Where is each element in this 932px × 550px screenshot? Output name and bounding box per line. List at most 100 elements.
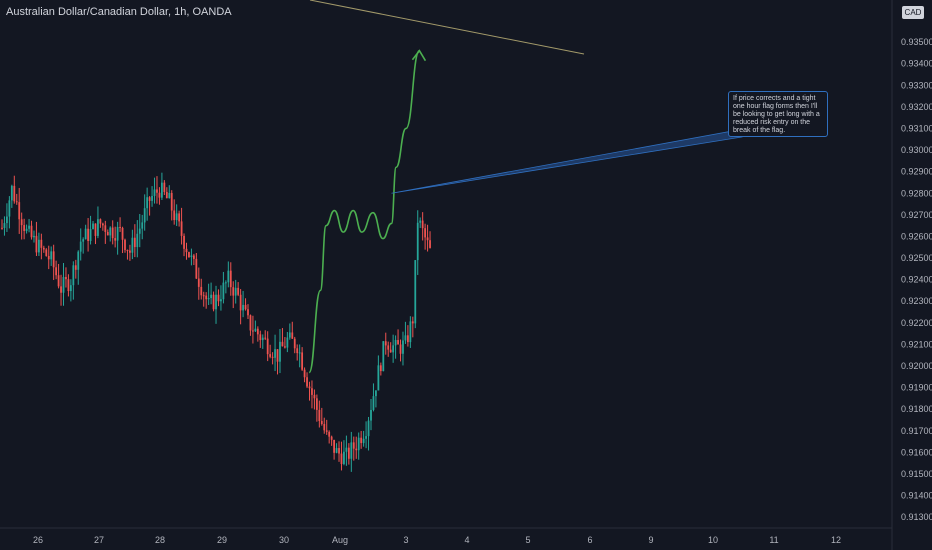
candle-body bbox=[409, 321, 412, 343]
candle-body bbox=[355, 448, 358, 451]
candle-body bbox=[382, 341, 385, 372]
candle-body bbox=[404, 335, 407, 341]
candle-body bbox=[124, 239, 126, 250]
candle-body bbox=[47, 255, 50, 260]
candle-body bbox=[173, 210, 176, 221]
callout-connector bbox=[391, 129, 743, 194]
candle-body bbox=[38, 239, 40, 253]
x-tick-label: 5 bbox=[525, 535, 530, 545]
projection-arrowhead bbox=[411, 49, 427, 62]
candle-body bbox=[3, 223, 6, 228]
candle-body bbox=[419, 220, 422, 223]
candle-body bbox=[6, 216, 8, 224]
annotation-callout[interactable]: If price corrects and a tight one hour f… bbox=[728, 91, 828, 137]
candle-body bbox=[35, 235, 38, 253]
candle-body bbox=[237, 287, 240, 295]
candle-body bbox=[45, 249, 48, 256]
candle-body bbox=[89, 229, 92, 242]
candle-body bbox=[392, 345, 395, 353]
y-tick-label: 0.92700 bbox=[901, 210, 932, 220]
candle-body bbox=[424, 228, 427, 238]
candle-body bbox=[92, 223, 94, 230]
candle-body bbox=[192, 255, 195, 259]
candle-body bbox=[215, 294, 217, 310]
candle-body bbox=[421, 220, 424, 229]
candle-body bbox=[52, 251, 55, 268]
candle-body bbox=[394, 340, 397, 346]
candle-body bbox=[286, 337, 289, 348]
candle-body bbox=[352, 442, 355, 449]
candle-body bbox=[266, 338, 269, 355]
x-tick-label: 10 bbox=[708, 535, 718, 545]
y-tick-label: 0.91600 bbox=[901, 447, 932, 457]
candle-body bbox=[207, 298, 210, 300]
y-tick-label: 0.92800 bbox=[901, 188, 932, 198]
x-tick-label: 26 bbox=[33, 535, 43, 545]
candle-body bbox=[379, 365, 382, 372]
candle-body bbox=[343, 451, 345, 464]
candle-body bbox=[276, 349, 279, 362]
candle-body bbox=[15, 201, 18, 203]
projection-path bbox=[308, 49, 421, 374]
candle-body bbox=[146, 197, 149, 209]
candle-body bbox=[389, 349, 392, 353]
candle-body bbox=[288, 332, 291, 338]
candle-body bbox=[138, 228, 141, 234]
candle-body bbox=[212, 294, 215, 310]
candle-body bbox=[28, 225, 30, 229]
candle-body bbox=[153, 189, 156, 196]
candle-body bbox=[357, 437, 360, 451]
candle-body bbox=[74, 265, 77, 270]
candle-body bbox=[306, 377, 308, 387]
candle-body bbox=[328, 431, 331, 437]
candle-body bbox=[387, 345, 390, 350]
x-tick-label: 30 bbox=[279, 535, 289, 545]
x-tick-label: 29 bbox=[217, 535, 227, 545]
y-tick-label: 0.91700 bbox=[901, 426, 932, 436]
y-tick-label: 0.93000 bbox=[901, 145, 932, 155]
y-tick-label: 0.92400 bbox=[901, 275, 932, 285]
candle-body bbox=[50, 251, 53, 260]
candle-body bbox=[185, 248, 188, 253]
candle-body bbox=[411, 321, 414, 324]
candle-body bbox=[377, 365, 380, 391]
candle-body bbox=[274, 349, 276, 358]
y-tick-label: 0.92200 bbox=[901, 318, 932, 328]
candle-body bbox=[200, 286, 203, 296]
candle-body bbox=[296, 348, 299, 354]
candle-body bbox=[183, 235, 185, 249]
y-tick-label: 0.91900 bbox=[901, 383, 932, 393]
candle-body bbox=[360, 437, 363, 444]
candle-body bbox=[202, 295, 205, 297]
candle-body bbox=[416, 222, 419, 261]
candle-body bbox=[264, 337, 267, 339]
candle-body bbox=[62, 277, 65, 293]
candle-body bbox=[151, 195, 153, 201]
y-tick-label: 0.93500 bbox=[901, 37, 932, 47]
candle-body bbox=[323, 424, 326, 431]
candle-body bbox=[261, 337, 264, 341]
candle-body bbox=[33, 235, 35, 238]
candle-body bbox=[259, 334, 262, 341]
candle-body bbox=[136, 233, 139, 248]
candle-body bbox=[18, 202, 21, 220]
candle-body bbox=[106, 231, 109, 236]
candle-body bbox=[340, 453, 343, 464]
x-tick-label: 9 bbox=[648, 535, 653, 545]
candle-body bbox=[234, 287, 237, 296]
candle-body bbox=[87, 228, 89, 242]
candle-body bbox=[161, 182, 163, 198]
candle-body bbox=[347, 447, 350, 459]
candle-body bbox=[271, 356, 274, 358]
x-tick-label: Aug bbox=[332, 535, 348, 545]
candle-body bbox=[8, 200, 11, 217]
candle-body bbox=[325, 430, 328, 432]
candle-body bbox=[429, 240, 431, 248]
candle-body bbox=[143, 208, 146, 223]
candle-body bbox=[165, 191, 168, 199]
candle-body bbox=[239, 294, 242, 311]
candle-body bbox=[190, 255, 193, 258]
candle-body bbox=[72, 265, 75, 286]
candle-body bbox=[232, 287, 235, 296]
